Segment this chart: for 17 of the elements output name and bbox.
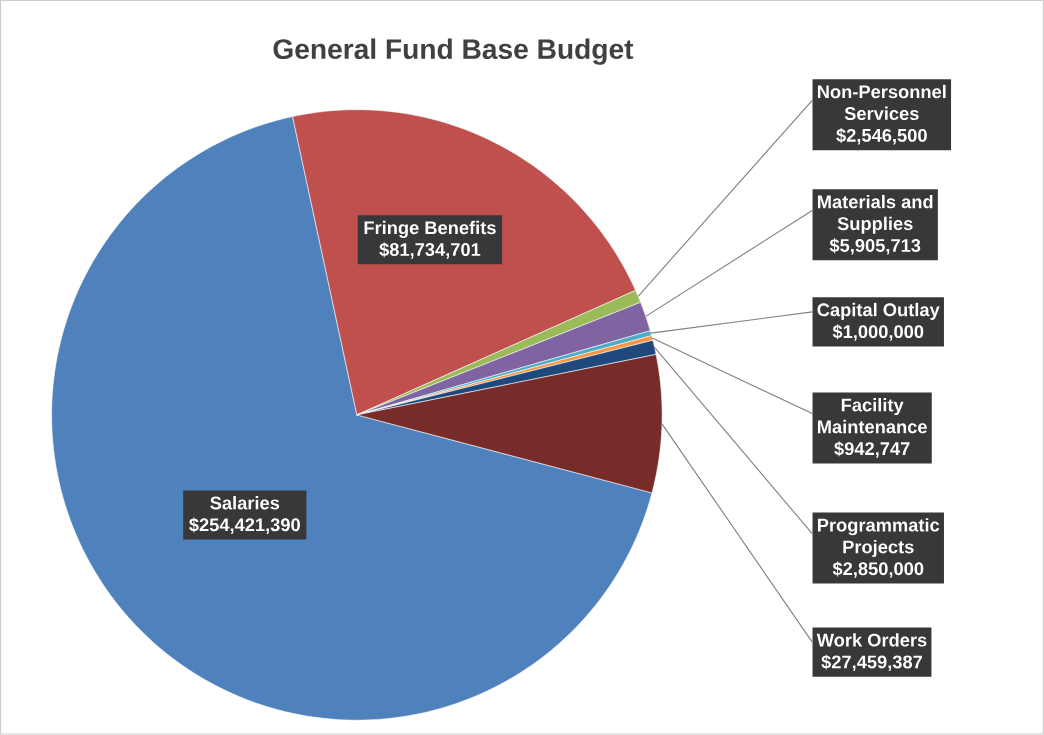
slice-label: Salaries [210,496,280,510]
slice-label: Non-Personnel Services [817,84,946,121]
slice-label: Fringe Benefits [364,220,496,239]
data-label: $2,546,500 [836,128,927,145]
data-label: $81,734,701 [379,242,481,259]
data-label: $2,850,000 [832,561,924,578]
data-label: $942,747 [834,441,910,458]
slice-label: Facility Maintenance [817,398,927,434]
data-label: $5,905,713 [829,238,921,255]
slice-label: Programmatic Projects [817,518,940,558]
slice-label: Work Orders [816,633,927,647]
data-label: $27,459,387 [821,654,923,672]
data-label: $254,421,390 [189,517,300,535]
slice-label: Capital Outlay [817,303,940,321]
slice-label: Materials and Supplies [817,195,933,234]
chart-title: General Fund Base Budget [273,38,634,65]
data-label: $1,000,000 [832,324,924,341]
